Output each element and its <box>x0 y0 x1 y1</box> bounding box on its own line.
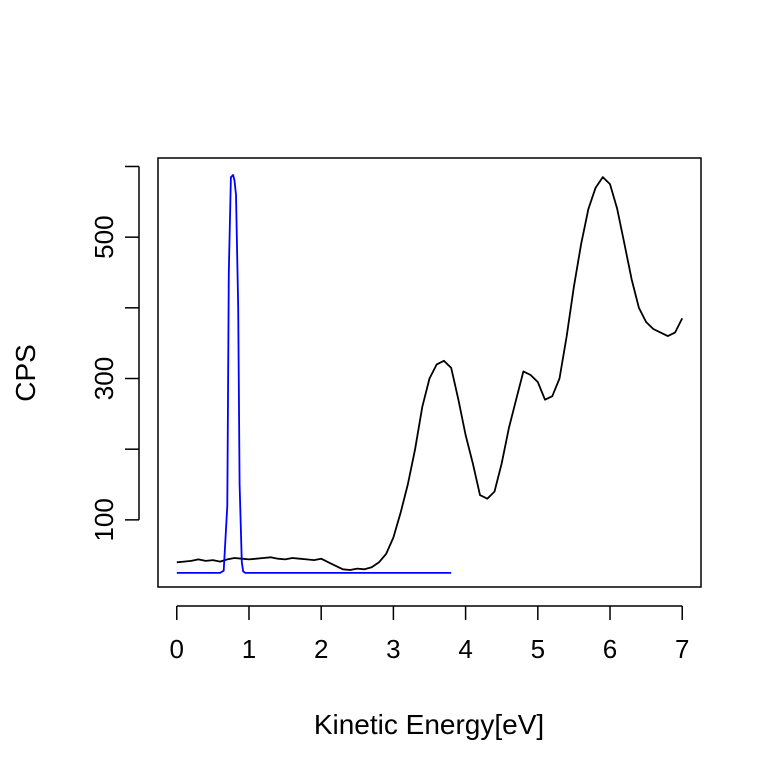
x-tick-label: 5 <box>531 634 545 664</box>
y-axis-label: CPS <box>10 344 41 402</box>
y-tick-label: 500 <box>89 215 119 258</box>
x-tick-label: 0 <box>170 634 184 664</box>
x-tick-label: 3 <box>386 634 400 664</box>
x-axis-label: Kinetic Energy[eV] <box>314 709 544 740</box>
x-axis: 0 1 2 3 4 5 6 7 <box>170 605 689 664</box>
x-tick-label: 6 <box>603 634 617 664</box>
y-tick-label: 100 <box>89 498 119 541</box>
x-tick-label: 4 <box>458 634 472 664</box>
series-line-2 <box>176 174 452 574</box>
plot-frame <box>157 157 702 588</box>
y-axis: 100 300 500 <box>89 165 140 542</box>
x-tick-label: 7 <box>675 634 689 664</box>
y-tick-label: 300 <box>89 357 119 400</box>
x-tick-label: 1 <box>242 634 256 664</box>
x-tick-label: 2 <box>314 634 328 664</box>
series-line-1 <box>176 176 684 571</box>
series-layer <box>176 174 684 574</box>
